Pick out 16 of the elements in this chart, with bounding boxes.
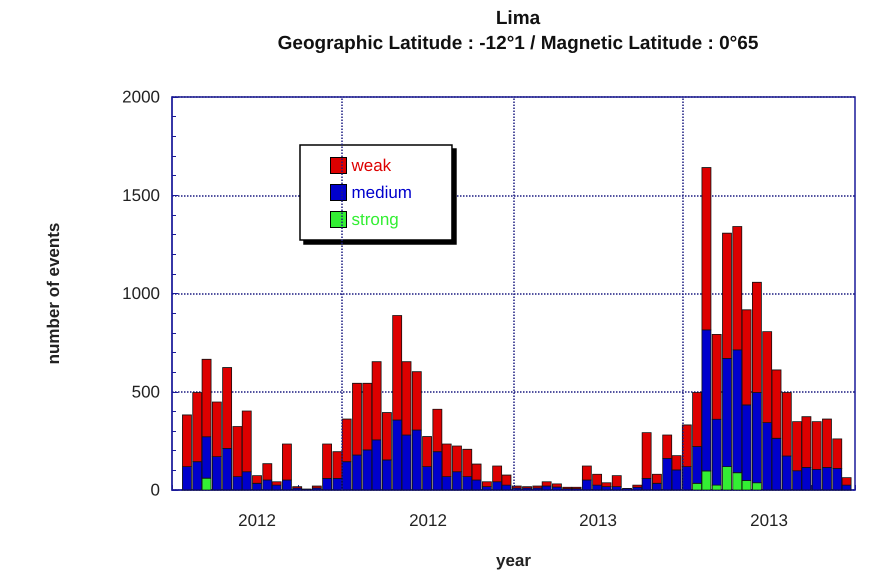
chart-title: Lima (496, 8, 541, 29)
x-tick-label: 2012 (238, 511, 276, 530)
x-tick-label: 2013 (579, 511, 617, 530)
x-tick-label: 2013 (750, 511, 788, 530)
chart-subtitle: Geographic Latitude : -12°1 / Magnetic Latitude : 0°65 (278, 33, 759, 54)
x-axis-title: year (496, 551, 532, 570)
legend-label: strong (352, 210, 399, 229)
y-tick-label: 1500 (122, 186, 160, 205)
y-tick-label: 0 (150, 480, 160, 500)
x-tick-label: 2012 (409, 511, 447, 530)
y-tick-label: 2000 (122, 88, 160, 106)
y-tick-label: 1000 (122, 284, 160, 303)
y-tick-label: 500 (132, 382, 160, 402)
y-axis-title: number of events (44, 222, 63, 364)
legend-label: weak (350, 156, 392, 175)
legend-label: medium (352, 183, 412, 202)
